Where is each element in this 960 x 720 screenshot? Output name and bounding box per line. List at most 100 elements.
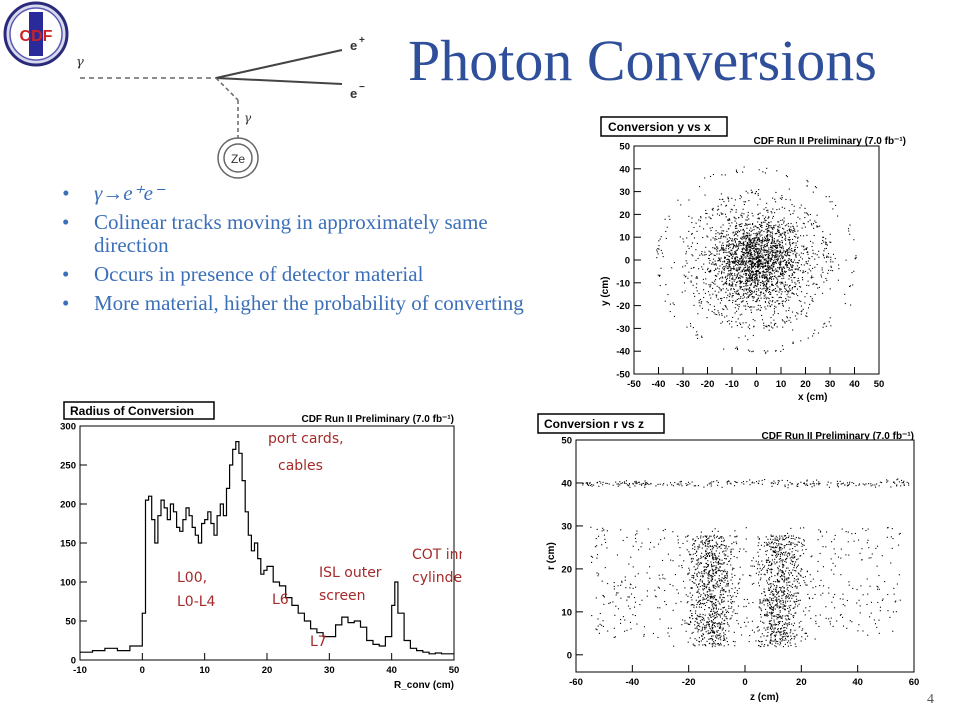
scatter-point [707, 560, 709, 562]
scatter-point [825, 247, 828, 250]
scatter-point [805, 270, 807, 272]
scatter-point [780, 282, 783, 284]
scatter-point [726, 267, 728, 269]
scatter-point [776, 546, 778, 549]
scatter-point [748, 240, 750, 242]
scatter-point [761, 319, 763, 321]
scatter-point [697, 559, 699, 561]
scatter-point [807, 280, 809, 282]
scatter-point [734, 587, 736, 589]
scatter-point [737, 289, 739, 291]
scatter-point [794, 629, 796, 631]
scatter-point [779, 555, 781, 557]
scatter-point [780, 233, 782, 235]
scatter-point [759, 233, 761, 235]
scatter-point [780, 570, 782, 572]
scatter-point [679, 547, 681, 549]
scatter-point [722, 627, 724, 629]
scatter-point [792, 569, 794, 571]
scatter-point [705, 569, 707, 571]
scatter-point [770, 316, 772, 319]
scatter-point [778, 605, 780, 607]
scatter-point [691, 613, 693, 615]
scatter-point [707, 267, 709, 269]
scatter-point [780, 606, 782, 608]
x-tick-label: -30 [676, 379, 690, 390]
scatter-point [903, 480, 905, 482]
scatter-point [805, 632, 807, 635]
scatter-point [735, 293, 737, 295]
scatter-point [740, 255, 742, 257]
scatter-point [779, 557, 781, 559]
scatter-point [722, 601, 724, 603]
scatter-point [889, 616, 891, 618]
scatter-point [707, 591, 709, 593]
scatter-point [742, 253, 744, 256]
scatter-point [775, 224, 777, 226]
scatter-point [793, 593, 795, 595]
scatter-point [766, 239, 768, 241]
scatter-point [743, 237, 745, 239]
scatter-point [656, 257, 658, 259]
scatter-point [788, 640, 790, 642]
scatter-point [856, 602, 858, 604]
scatter-point [682, 580, 685, 582]
scatter-point [797, 268, 799, 270]
scatter-point [701, 635, 703, 637]
scatter-point [776, 300, 778, 302]
scatter-point [740, 296, 742, 298]
scatter-point [727, 270, 730, 272]
scatter-point [673, 645, 675, 647]
scatter-point [881, 482, 883, 484]
scatter-point [763, 627, 765, 629]
scatter-point [796, 565, 798, 567]
scatter-point [771, 250, 773, 252]
scatter-point [594, 546, 596, 548]
scatter-point [741, 286, 743, 288]
scatter-point [727, 273, 729, 275]
scatter-point [636, 533, 638, 535]
scatter-point [745, 190, 747, 192]
scatter-point [770, 272, 772, 274]
scatter-point [806, 312, 808, 314]
scatter-point [804, 296, 806, 298]
scatter-point [693, 606, 695, 608]
scatter-point [784, 235, 787, 237]
scatter-point [722, 610, 724, 612]
scatter-point [780, 576, 782, 578]
scatter-point [793, 578, 795, 580]
scatter-point [732, 232, 734, 234]
scatter-point [793, 205, 795, 207]
scatter-point [736, 259, 739, 261]
scatter-point [748, 274, 750, 276]
scatter-point [749, 479, 751, 481]
scatter-point [759, 567, 761, 569]
scatter-point [779, 615, 781, 617]
scatter-point [681, 485, 683, 487]
scatter-point [736, 253, 738, 255]
scatter-point [867, 634, 869, 636]
scatter-point [766, 572, 768, 574]
scatter-point [741, 276, 743, 278]
scatter-point [701, 541, 703, 543]
scatter-point [854, 257, 856, 259]
scatter-point [775, 632, 777, 634]
scatter-point [644, 483, 646, 485]
scatter-point [777, 567, 779, 569]
scatter-point [778, 251, 780, 253]
scatter-point [715, 599, 717, 601]
scatter-point [743, 203, 745, 206]
scatter-point [690, 596, 692, 598]
scatter-point [730, 268, 732, 270]
scatter-point [800, 555, 802, 557]
scatter-point [770, 625, 772, 627]
scatter-point [769, 576, 771, 579]
scatter-point [735, 218, 737, 220]
scatter-point [781, 571, 783, 574]
scatter-point [784, 615, 786, 617]
scatter-point [790, 483, 793, 485]
scatter-point [770, 583, 772, 585]
scatter-point [719, 563, 721, 565]
scatter-point [770, 619, 772, 622]
scatter-point [673, 261, 675, 264]
